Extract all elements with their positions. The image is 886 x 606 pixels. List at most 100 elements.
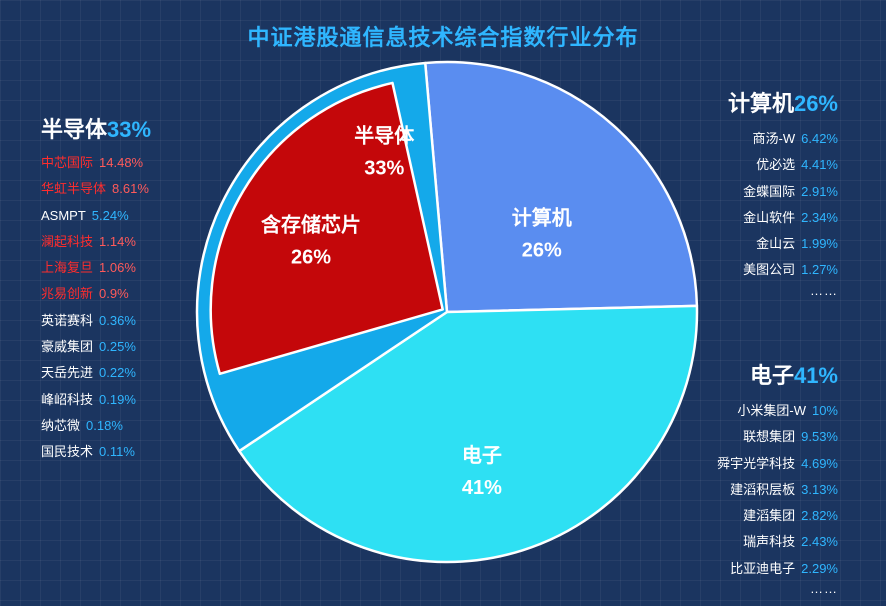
legend-item-value: 14.48%: [99, 155, 144, 170]
legend-item-name: 天岳先进: [41, 365, 94, 381]
legend-electronics-item: 建滔集团 2.82%: [717, 503, 838, 529]
legend-electronics-more: ……: [810, 581, 838, 597]
legend-item-value: 2.43%: [801, 534, 838, 550]
legend-computer-header: 计算机26%: [728, 86, 838, 118]
legend-computer-item: 优必选 4.41%: [728, 152, 838, 178]
legend-item-value: 2.91%: [801, 183, 838, 199]
legend-semiconductor-item: 英诺赛科 0.36%: [41, 308, 151, 334]
legend-item-name: 舜宇光学科技: [717, 455, 796, 471]
legend-computer-item: 美图公司 1.27%: [728, 257, 838, 283]
legend-item-name: 金山云: [756, 236, 796, 252]
pie-slice-electronics: [238, 304, 699, 564]
legend-electronics-item: 建滔积层板 3.13%: [717, 477, 838, 503]
legend-item-value: 4.41%: [801, 157, 838, 173]
legend-computer-pct: 26%: [793, 91, 838, 116]
pie-slice-memory-chip: [209, 81, 444, 376]
legend-item-name: 纳芯微: [41, 417, 81, 433]
legend-computer-item: 商汤-W 6.42%: [728, 126, 838, 152]
legend-item-name: 金山软件: [743, 209, 796, 225]
legend-item-name: 建滔积层板: [730, 481, 796, 497]
legend-electronics-name: 电子: [749, 363, 794, 388]
legend-electronics-item: 小米集团-W 10%: [717, 398, 838, 424]
legend-semiconductor-item: 峰岹科技 0.19%: [41, 387, 151, 413]
legend-electronics-pct: 41%: [793, 363, 838, 388]
slice-value-memory-chip: 26%: [291, 247, 331, 269]
legend-semiconductor-item: 天岳先进 0.22%: [41, 360, 151, 386]
legend-semiconductor-item: 中芯国际 14.48%: [41, 150, 151, 176]
legend-electronics-item: 比亚迪电子 2.29%: [717, 556, 838, 582]
legend-item-value: 0.36%: [99, 312, 136, 328]
pie-slice-computer: [423, 60, 699, 314]
legend-item-value: 4.69%: [801, 455, 838, 471]
legend-item-name: 澜起科技: [41, 233, 94, 249]
legend-item-name: 商汤-W: [752, 131, 796, 146]
slice-label-semiconductor: 半导体: [354, 124, 415, 148]
legend-semiconductor-item: 国民技术 0.11%: [41, 439, 151, 465]
legend-item-value: 1.14%: [99, 233, 136, 249]
legend-electronics-item: 舜宇光学科技 4.69%: [717, 451, 838, 477]
legend-item-name: 美图公司: [743, 262, 796, 278]
legend-item-name: 中芯国际: [41, 155, 94, 170]
legend-item-value: 9.53%: [801, 429, 838, 445]
legend-item-value: 0.22%: [99, 365, 136, 381]
legend-semiconductor-header: 半导体33%: [41, 112, 151, 144]
legend-electronics-item: 瑞声科技 2.43%: [717, 529, 838, 555]
legend-item-name: 国民技术: [41, 444, 94, 460]
legend-semiconductor-pct: 33%: [107, 117, 152, 142]
legend-item-value: 1.27%: [801, 262, 838, 278]
legend-computer: 计算机26% 商汤-W 6.42% 优必选 4.41% 金蝶国际 2.91% 金山软件 2.3…: [728, 86, 838, 298]
legend-item-name: 金蝶国际: [743, 183, 796, 199]
legend-item-value: 8.61%: [112, 181, 149, 197]
legend-item-value: 1.06%: [99, 260, 136, 276]
legend-item-name: 小米集团-W: [737, 403, 806, 418]
legend-semiconductor-item: 澜起科技 1.14%: [41, 229, 151, 255]
legend-item-value: 0.11%: [99, 444, 135, 460]
legend-semiconductor-item: 豪威集团 0.25%: [41, 334, 151, 360]
legend-item-name: 联想集团: [743, 429, 796, 445]
legend-item-value: 0.25%: [99, 339, 136, 355]
legend-item-value: 6.42%: [801, 131, 838, 146]
chart-title: 中证港股通信息技术综合指数行业分布: [247, 25, 639, 50]
legend-item-value: 0.19%: [99, 391, 136, 407]
legend-item-name: 兆易创新: [41, 286, 94, 302]
legend-computer-item: 金山软件 2.34%: [728, 205, 838, 231]
slice-label-computer: 计算机: [512, 205, 572, 229]
legend-item-name: 建滔集团: [743, 508, 796, 524]
legend-semiconductor-item: 上海复旦 1.06%: [41, 255, 151, 281]
legend-semiconductor-item: 兆易创新 0.9%: [41, 281, 151, 307]
legend-item-name: 豪威集团: [41, 339, 94, 355]
slice-label-electronics: 电子: [462, 444, 502, 467]
legend-computer-item: 金蝶国际 2.91%: [728, 179, 838, 205]
legend-semiconductor-item: 纳芯微 0.18%: [41, 413, 151, 439]
legend-item-value: 0.18%: [86, 417, 123, 433]
legend-item-value: 0.9%: [99, 286, 129, 302]
legend-item-value: 10%: [811, 403, 838, 418]
legend-electronics: 电子41% 小米集团-W 10% 联想集团 9.53% 舜宇光学科技 4.69% 建滔积层板…: [717, 358, 838, 596]
legend-item-name: 优必选: [756, 157, 796, 173]
legend-computer-more: ……: [810, 282, 838, 298]
legend-item-value: 2.34%: [801, 209, 838, 225]
slice-value-electronics: 41%: [462, 477, 502, 499]
slice-value-computer: 26%: [522, 239, 562, 261]
legend-semiconductor-item: 华虹半导体 8.61%: [41, 176, 151, 202]
legend-semiconductor-item: ASMPT 5.24%: [41, 203, 151, 229]
legend-semiconductor: 半导体33% 中芯国际 14.48% 华虹半导体 8.61% ASMPT 5.24% 澜起科…: [41, 112, 151, 466]
legend-electronics-header: 电子41%: [717, 358, 838, 390]
legend-item-name: 英诺赛科: [41, 312, 94, 328]
legend-item-name: 比亚迪电子: [730, 560, 796, 576]
legend-item-value: 3.13%: [801, 481, 838, 497]
legend-item-name: 上海复旦: [41, 260, 94, 276]
slice-value-semiconductor: 33%: [364, 158, 404, 180]
slice-label-memory-chip: 含存储芯片: [261, 213, 361, 237]
legend-computer-name: 计算机: [727, 91, 794, 116]
legend-item-value: 5.24%: [91, 207, 129, 223]
legend-item-name: ASMPT: [41, 207, 86, 223]
legend-computer-item: 金山云 1.99%: [728, 231, 838, 257]
legend-electronics-item: 联想集团 9.53%: [717, 424, 838, 450]
legend-semiconductor-name: 半导体: [41, 117, 108, 142]
legend-item-value: 2.82%: [801, 508, 838, 524]
legend-item-name: 华虹半导体: [41, 181, 107, 197]
legend-item-value: 1.99%: [801, 236, 838, 252]
legend-item-name: 瑞声科技: [743, 534, 796, 550]
